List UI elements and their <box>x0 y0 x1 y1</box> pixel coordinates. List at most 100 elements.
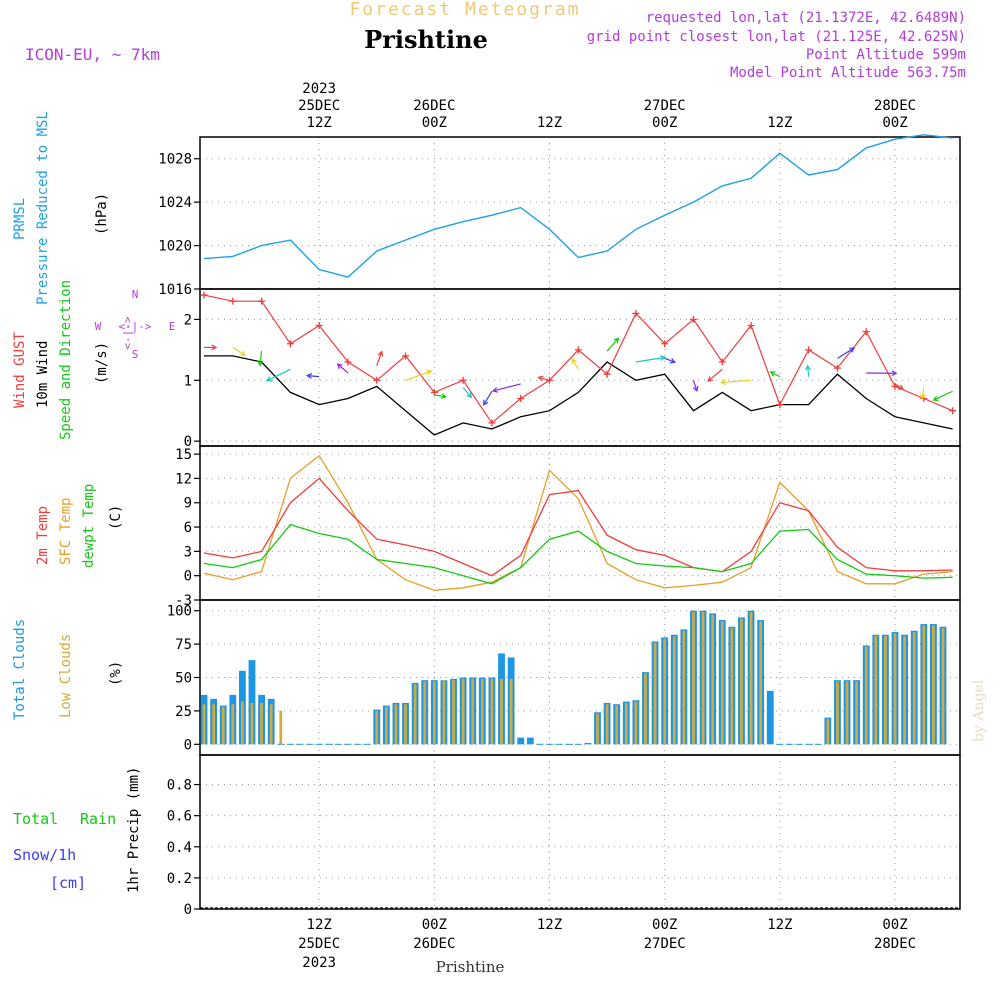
low-cloud-bar <box>903 636 906 745</box>
wind-direction-arrow <box>571 358 579 370</box>
pressure-labels: PRMSL Pressure Reduced to MSL (hPa) <box>12 111 110 305</box>
low-cloud-bar <box>260 702 263 745</box>
y-tick-label: 9 <box>184 496 192 512</box>
low-cloud-bar <box>874 636 878 745</box>
faint-title: Forecast Meteogram <box>349 0 580 20</box>
low-cloud-label: Low Clouds <box>58 634 74 718</box>
y-tick-label: 15 <box>175 447 192 463</box>
gust-label: Wind GUST <box>12 332 28 408</box>
low-cloud-bar <box>749 612 753 745</box>
low-cloud-bar <box>509 678 513 745</box>
wind-arrow-head <box>919 393 926 400</box>
wind-arrow-head <box>306 373 313 379</box>
wind-arrow-head <box>440 393 448 400</box>
wind-direction-arrow <box>492 383 521 392</box>
snow-unit-label: [cm] <box>50 874 86 892</box>
low-cloud-bar <box>250 702 254 745</box>
wind-direction-arrow <box>606 337 619 352</box>
y-tick-label: 0.8 <box>167 778 192 794</box>
gust-marker <box>833 364 841 372</box>
gust-marker <box>258 297 266 305</box>
panel-frame <box>199 754 961 910</box>
low-cloud-bar <box>413 684 417 745</box>
y-tick-label: 3 <box>184 544 192 560</box>
low-cloud-bar <box>644 673 647 745</box>
requested-coords: requested lon,lat (21.1372E, 42.6489N) <box>646 10 966 26</box>
gust-marker <box>488 419 496 427</box>
prmsl-label: PRMSL <box>12 198 28 240</box>
wind-arrow-head <box>211 344 218 351</box>
top-date-label: 27DEC <box>644 98 686 114</box>
y-tick-label: 0 <box>184 737 192 753</box>
wind-direction-arrow <box>434 394 446 398</box>
wind-arrow-head <box>932 395 939 402</box>
low-cloud-bar <box>922 625 926 745</box>
wind-direction-arrow <box>259 351 263 366</box>
panel-wind: 0 1 2 <box>184 288 961 450</box>
wind-arrow-head <box>466 392 473 399</box>
bottom-date-label: 28DEC <box>874 936 916 952</box>
watermark: by Angel <box>971 679 987 742</box>
wind-arrow-head <box>669 358 677 364</box>
wind-direction-arrow <box>933 390 953 401</box>
t2m-line <box>203 477 953 577</box>
wind-direction-arrow <box>770 371 781 378</box>
top-hour-label: 00Z <box>652 115 677 131</box>
bottom-date-label: 27DEC <box>644 936 686 952</box>
top-date-label: 26DEC <box>413 98 455 114</box>
gust-marker <box>718 358 726 366</box>
wind-arrow-head <box>805 364 811 371</box>
top-year-label: 2023 <box>302 81 336 97</box>
wind10-label: 10m Wind <box>35 341 51 408</box>
y-tick-label: 0 <box>184 434 192 450</box>
snow-label: Snow/1h <box>13 846 76 864</box>
gust-marker <box>603 370 611 378</box>
y-tick-label: 1028 <box>158 152 192 168</box>
gust-marker <box>286 340 294 348</box>
gust-marker <box>200 291 208 299</box>
pressure-unit: (hPa) <box>94 193 110 235</box>
compass-rose: N <-|-> S W <-|-> E <box>95 288 176 361</box>
y-tick-label: 75 <box>175 637 192 653</box>
top-date-label: 28DEC <box>874 98 916 114</box>
low-cloud-bar <box>941 628 945 745</box>
temp-labels: 2m Temp SFC Temp dewpt Temp (C) <box>35 484 124 568</box>
total-cloud-bar <box>517 737 525 745</box>
bottom-hour-label: 12Z <box>767 917 792 933</box>
bottom-hour-label: 12Z <box>537 917 562 933</box>
cloud-labels: Total Clouds Low Clouds (%) <box>12 619 124 720</box>
low-cloud-bar <box>634 701 638 745</box>
low-cloud-bar <box>663 638 667 745</box>
y-tick-label: 0.2 <box>167 871 192 887</box>
wind-direction-arrow <box>692 380 698 392</box>
sfc-label: SFC Temp <box>58 498 74 565</box>
wind-arrow-head <box>336 363 343 370</box>
pressure-desc-label: Pressure Reduced to MSL <box>35 111 51 305</box>
wind-arrow-head <box>571 358 578 365</box>
low-cloud-bar <box>269 704 273 745</box>
top-hour-label: 00Z <box>422 115 447 131</box>
wind-arrow-head <box>849 347 856 353</box>
low-cloud-bar <box>682 630 686 745</box>
low-cloud-bar <box>740 618 743 745</box>
low-cloud-bar <box>855 681 858 745</box>
model-point-altitude: Model Point Altitude 563.75m <box>730 65 966 81</box>
top-hour-label: 12Z <box>767 115 792 131</box>
low-cloud-bar <box>404 704 407 745</box>
panel-temp: -3 0 3 6 9 12 15 <box>175 445 961 609</box>
low-cloud-bar <box>932 625 935 745</box>
wind-direction-arrow <box>376 351 383 366</box>
y-tick-label: 12 <box>175 471 192 487</box>
wind-direction-arrow <box>664 357 676 363</box>
gust-marker <box>517 395 525 403</box>
low-cloud-bar <box>394 704 398 745</box>
wind-speed-dir-label: Speed and Direction <box>58 280 74 440</box>
low-cloud-bar <box>826 718 830 745</box>
gust-marker <box>459 376 467 384</box>
wind-direction-arrow <box>337 363 349 374</box>
wind-direction-arrow <box>707 368 723 382</box>
total-cloud-bar <box>584 742 592 745</box>
bottom-year-label: 2023 <box>302 955 336 971</box>
low-cloud-bar <box>202 704 206 745</box>
wind-direction-arrow <box>894 383 904 390</box>
